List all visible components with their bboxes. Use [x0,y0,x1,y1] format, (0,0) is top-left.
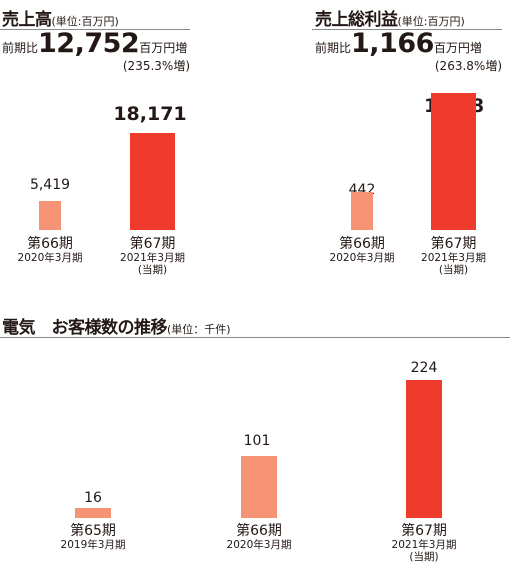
customers-chart-title: 電気 お客様数の推移(単位：千件) [2,318,231,338]
sales-chart-title: 売上高(単位:百万円) [2,10,119,30]
customers-cat-1: 第65期 2019年3月期 [60,523,126,552]
customers-cat-3: 第67期 2021年3月期 (当期) [391,523,457,564]
gross-profit-change: 前期比1,166百万円増 [315,28,482,59]
sales-chart-unit: (単位:百万円) [51,15,119,28]
sales-bar-2 [130,133,175,230]
gross-profit-change-value: 1,166 [351,28,434,59]
sales-value-label-1: 5,419 [29,177,71,193]
customers-bar-2 [241,456,277,518]
sales-change-value: 12,752 [38,28,140,59]
customers-value-label-3: 224 [410,360,438,376]
sales-cat-1: 第66期 2020年3月期 [17,236,83,265]
sales-change-pct: (235.3%増) [122,59,190,73]
customers-cat-2: 第66期 2020年3月期 [226,523,292,552]
customers-value-label-2: 101 [243,433,271,449]
sales-title-rule [0,29,190,30]
gross-profit-change-pct: (263.8%増) [434,59,502,73]
customers-title-rule [0,337,510,338]
gross-profit-bar-2 [431,93,476,230]
customers-chart-unit: (単位：千件) [167,323,231,336]
sales-change: 前期比12,752百万円増 [2,28,188,59]
sales-value-label-2: 18,171 [113,103,187,125]
gross-profit-cat-1: 第66期 2020年3月期 [329,236,395,265]
gross-profit-bar-1 [351,192,373,230]
gross-profit-title: 売上総利益(単位:百万円) [315,10,465,30]
gross-profit-cat-2: 第67期 2021年3月期 (当期) [421,236,486,277]
customers-bar-1 [75,508,111,518]
customers-bar-3 [406,380,442,518]
sales-bar-1 [39,201,61,230]
gross-profit-title-rule [312,29,502,30]
sales-cat-2: 第67期 2021年3月期 (当期) [120,236,185,277]
customers-value-label-1: 16 [84,490,102,506]
gross-profit-unit: (単位:百万円) [397,15,465,28]
